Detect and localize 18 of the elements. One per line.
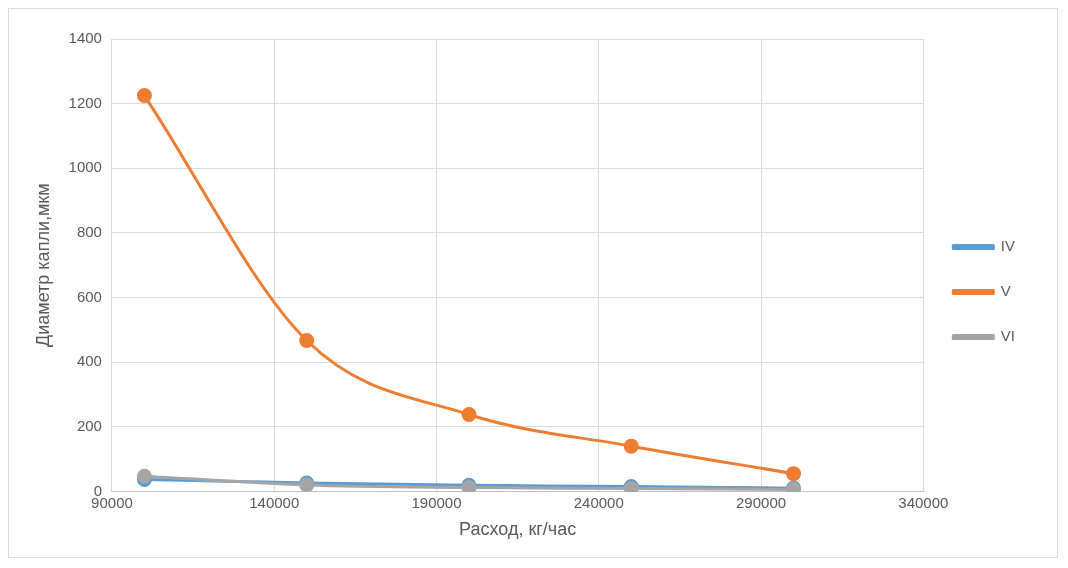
y-tick-label: 400 xyxy=(76,352,102,370)
y-axis-title: Диаметр капли,мкм xyxy=(32,183,53,347)
x-tick-label: 240000 xyxy=(573,493,624,511)
x-tick-label: 190000 xyxy=(411,493,462,511)
y-tick-label: 1000 xyxy=(68,158,102,176)
y-tick-label: 0 xyxy=(93,481,102,499)
y-tick-label: 200 xyxy=(76,416,102,434)
legend-label: V xyxy=(1000,282,1011,300)
legend-label: IV xyxy=(1000,237,1016,255)
x-tick-label: 140000 xyxy=(249,493,300,511)
legend-label: VI xyxy=(1000,327,1016,345)
y-tick-label: 600 xyxy=(76,287,102,305)
y-tick-label: 800 xyxy=(76,223,102,241)
x-tick-label: 290000 xyxy=(736,493,787,511)
y-tick-label: 1400 xyxy=(68,29,102,47)
y-tick-label: 1200 xyxy=(68,93,102,111)
x-tick-label: 340000 xyxy=(898,493,949,511)
x-axis-title: Расход, кг/час xyxy=(459,519,577,540)
